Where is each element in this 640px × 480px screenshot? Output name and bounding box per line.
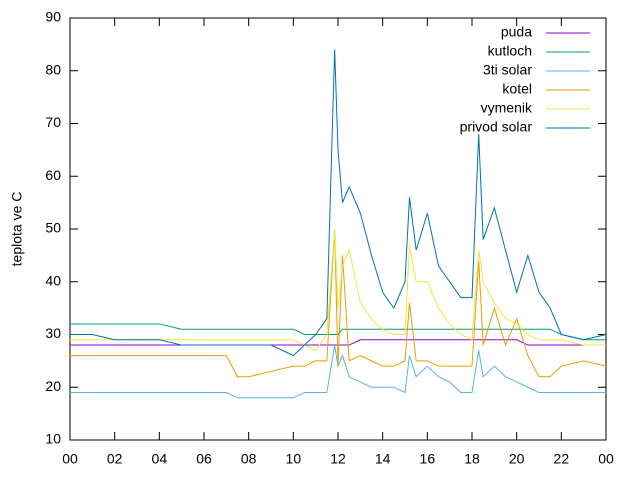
x-tick-label: 02: [107, 451, 123, 467]
y-tick-label: 80: [45, 61, 61, 77]
y-tick-label: 70: [45, 114, 61, 130]
legend-label: puda: [501, 24, 532, 40]
series-line: [70, 228, 607, 378]
legend-label: 3ti solar: [483, 62, 532, 78]
x-tick-label: 04: [152, 451, 168, 467]
legend-label: kotel: [502, 81, 532, 97]
y-tick-label: 40: [45, 272, 61, 288]
x-tick-label: 22: [554, 451, 570, 467]
x-tick-label: 16: [420, 451, 436, 467]
series-line: [70, 344, 606, 399]
legend-label: kutloch: [488, 43, 532, 59]
legend-label: privod solar: [460, 119, 533, 135]
y-tick-label: 90: [45, 9, 61, 25]
x-tick-label: 10: [286, 451, 302, 467]
x-tick-label: 12: [330, 451, 346, 467]
x-tick-label: 20: [509, 451, 525, 467]
y-tick-label: 30: [45, 325, 61, 341]
x-tick-label: 08: [241, 451, 257, 467]
series-line: [70, 323, 606, 341]
y-axis-label: teplota ve C: [9, 192, 25, 267]
series-line: [70, 49, 607, 357]
series-line: [70, 339, 606, 346]
y-tick-label: 60: [45, 167, 61, 183]
x-tick-label: 18: [464, 451, 480, 467]
x-tick-label: 00: [598, 451, 614, 467]
legend-label: vymenik: [481, 100, 533, 116]
y-tick-label: 20: [45, 378, 61, 394]
x-tick-label: 06: [196, 451, 212, 467]
series-line: [70, 228, 606, 351]
x-tick-label: 14: [375, 451, 391, 467]
x-tick-label: 00: [62, 451, 78, 467]
y-tick-label: 10: [45, 431, 61, 447]
y-tick-label: 50: [45, 220, 61, 236]
